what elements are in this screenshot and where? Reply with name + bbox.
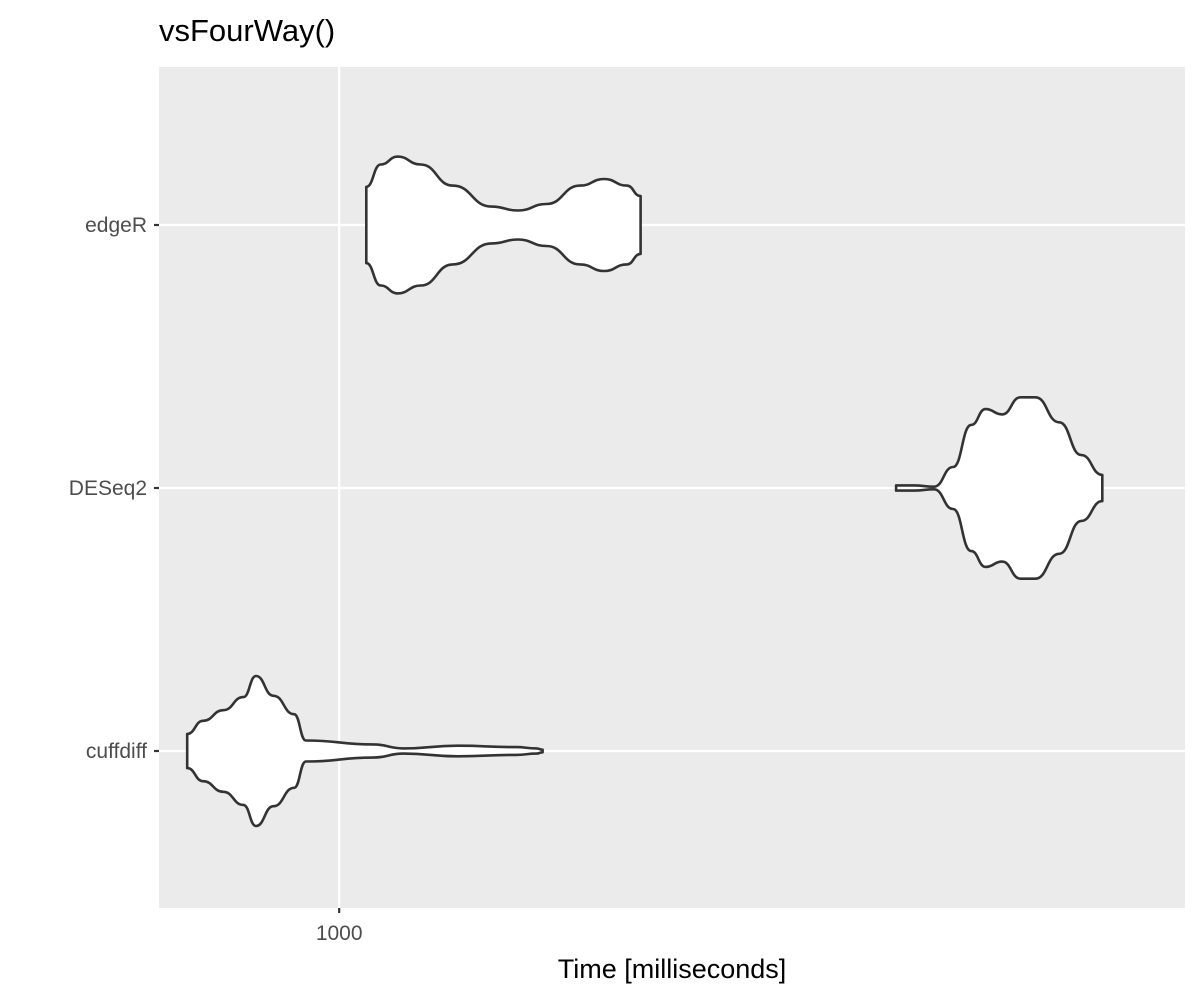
x-axis-title: Time [milliseconds] [558,954,787,984]
y-tick-label: DESeq2 [69,477,147,500]
y-tick-label: cuffdiff [86,740,147,763]
x-tick-label: 1000 [316,922,363,945]
x-axis: 1000 [316,908,363,945]
y-tick-label: edgeR [85,214,147,237]
violin-cuffdiff [185,674,544,828]
violin-deseq2 [894,395,1104,581]
y-axis: edgeR DESeq2 cuffdiff [69,214,159,763]
violin-edger [365,155,642,295]
violins [185,155,1104,828]
chart-title: vsFourWay() [159,13,335,48]
